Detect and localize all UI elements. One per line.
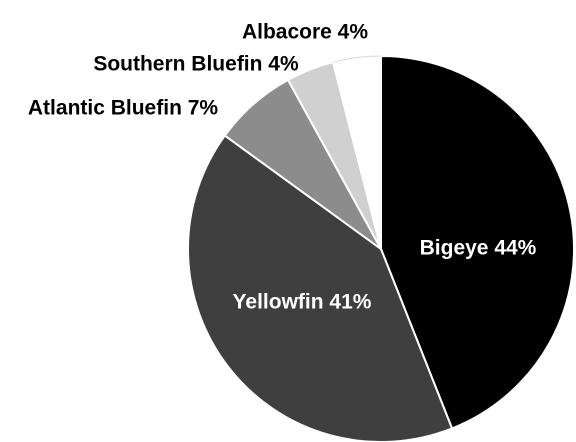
labels-layer: Bigeye 44% Yellowfin 41% Atlantic Bluefin … — [28, 21, 537, 314]
data-label-atlantic-bluefin: Atlantic Bluefin 7% — [28, 97, 219, 120]
pie-slice-outline-albacore — [332, 55, 382, 63]
data-label-yellowfin: Yellowfin 41% — [233, 291, 372, 314]
data-label-bigeye: Bigeye 44% — [420, 237, 537, 260]
data-label-southern-bluefin: Southern Bluefin 4% — [93, 53, 299, 76]
slices-layer — [187, 55, 575, 442]
data-label-albacore: Albacore 4% — [242, 21, 368, 44]
pie-slice-bigeye — [380, 55, 575, 430]
